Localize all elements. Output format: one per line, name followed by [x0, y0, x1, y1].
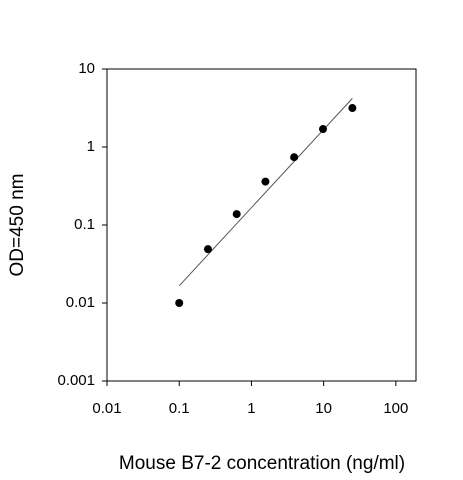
x-axis-title: Mouse B7-2 concentration (ng/ml)	[119, 453, 405, 474]
fit-line	[178, 98, 353, 287]
plot-frame	[106, 68, 417, 382]
y-tick-label: 0.01	[66, 294, 95, 311]
x-tick-label: 1	[247, 400, 255, 417]
data-point	[319, 125, 328, 134]
y-axis-title: OD=450 nm	[7, 174, 28, 277]
x-tick-label: 100	[383, 400, 408, 417]
x-tick-label: 10	[315, 400, 332, 417]
data-point	[232, 210, 241, 219]
data-point	[261, 177, 270, 186]
x-tick-label: 0.01	[92, 400, 121, 417]
data-point	[175, 299, 184, 307]
y-tick-label: 0.001	[57, 372, 95, 389]
y-tick-label: 10	[78, 60, 95, 77]
x-tick-label: 0.1	[169, 400, 190, 417]
y-tick-label: 0.1	[74, 216, 95, 233]
data-point	[348, 104, 357, 113]
data-point	[203, 245, 212, 254]
data-point	[290, 153, 299, 162]
y-tick-label: 1	[87, 138, 95, 155]
